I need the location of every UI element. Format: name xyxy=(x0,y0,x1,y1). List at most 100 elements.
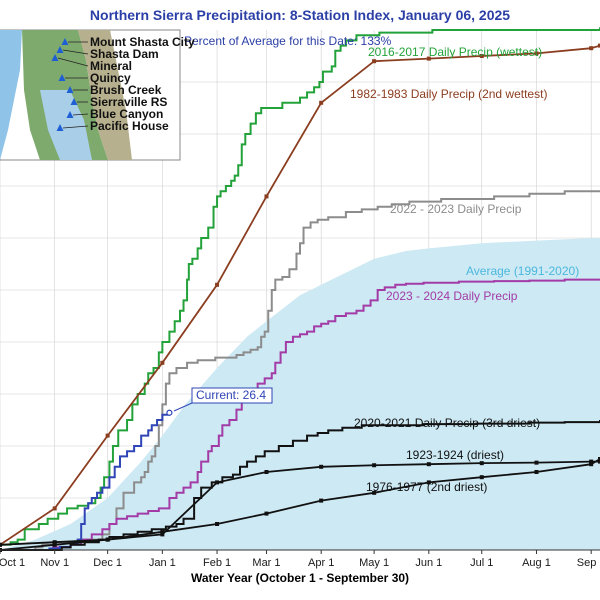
x-tick-label: Mar 1 xyxy=(252,557,280,569)
station-marker xyxy=(61,38,69,45)
series-average-area xyxy=(0,238,600,550)
chart-title-group: Northern Sierra Precipitation: 8-Station… xyxy=(90,7,510,23)
x-axis-label: Water Year (October 1 - September 30) xyxy=(191,571,409,585)
series-second_wettest-marker xyxy=(319,100,324,105)
station-marker xyxy=(58,74,66,81)
series-layer xyxy=(0,27,600,552)
series-second_driest-marker xyxy=(426,480,431,485)
label-wettest: 2016-2017 Daily Precip (wettest) xyxy=(368,45,542,59)
x-tick-label: Jun 1 xyxy=(415,557,442,569)
current-annotation: Current: 26.4 xyxy=(173,387,273,412)
series-second_wettest-marker xyxy=(589,46,594,51)
label-driest: 1923-1924 (driest) xyxy=(406,448,504,462)
x-tick-label: Jul 1 xyxy=(470,557,493,569)
series-labels: 2016-2017 Daily Precip (wettest) 1982-19… xyxy=(184,34,579,494)
chart-title: Northern Sierra Precipitation: 8-Station… xyxy=(90,7,510,23)
series-second_wettest-marker xyxy=(52,506,57,511)
series-second_wettest-marker xyxy=(534,51,539,56)
x-tick-label: May 1 xyxy=(359,557,389,569)
series-driest-marker xyxy=(215,480,220,485)
x-tick-label: Aug 1 xyxy=(522,557,551,569)
series-third_driest-line xyxy=(0,420,600,551)
series-second_driest-marker xyxy=(160,529,165,534)
series-second_driest-marker xyxy=(589,462,594,467)
percent-of-average-label: Percent of Average for this Date: 133% xyxy=(184,34,392,48)
station-marker xyxy=(56,124,64,131)
plot-area xyxy=(0,27,600,552)
series-driest-marker xyxy=(52,540,57,545)
series-second_wettest-marker xyxy=(372,59,377,64)
series-wettest-line xyxy=(0,27,600,546)
current-annotation-box xyxy=(191,387,273,404)
series-second_driest-marker xyxy=(479,475,484,480)
series-second_driest-marker xyxy=(52,542,57,547)
label-second-driest: 1976-1977 (2nd driest) xyxy=(366,480,487,494)
station-label: Quincy xyxy=(90,71,131,85)
series-driest-marker xyxy=(534,460,539,465)
x-tick-label: Feb 1 xyxy=(203,557,231,569)
series-driest-marker xyxy=(0,542,2,547)
map-mountains xyxy=(78,30,132,160)
label-2022-2023: 2022 - 2023 Daily Precip xyxy=(390,202,522,216)
station-label: Sierraville RS xyxy=(90,95,167,109)
station-label: Shasta Dam xyxy=(90,47,159,61)
station-leader xyxy=(62,49,89,55)
series-driest-marker xyxy=(160,532,165,537)
station-label: Brush Creek xyxy=(90,83,162,97)
series-second_driest-marker xyxy=(372,490,377,495)
station-leader xyxy=(72,113,89,116)
series-driest-marker xyxy=(264,470,269,474)
series-driest-marker xyxy=(426,462,431,467)
series-second_driest-marker xyxy=(215,522,220,526)
series-second_driest-marker xyxy=(105,537,110,542)
x-tick-label: Sep 1 xyxy=(577,557,600,569)
series-second_driest-marker xyxy=(598,457,600,461)
station-marker xyxy=(51,54,59,61)
label-average: Average (1991-2020) xyxy=(466,264,579,278)
series-second_driest-marker xyxy=(534,470,539,474)
series-second_wettest-marker xyxy=(598,43,600,48)
series-second_driest-marker xyxy=(264,511,269,516)
station-leader xyxy=(57,57,89,67)
station-label: Pacific House xyxy=(90,119,169,133)
x-tick-label: Oct 1 xyxy=(0,557,25,569)
station-label: Mineral xyxy=(90,59,132,73)
station-label: Blue Canyon xyxy=(90,107,163,121)
station-marker xyxy=(66,111,74,118)
series-driest-marker xyxy=(319,464,324,469)
series-driest-marker xyxy=(372,463,377,468)
label-2023-2024: 2023 - 2024 Daily Precip xyxy=(386,289,518,303)
x-tick-label: Dec 1 xyxy=(93,557,122,569)
series-driest-marker xyxy=(589,459,594,464)
station-marker xyxy=(70,98,78,105)
map-central-valley xyxy=(40,90,92,160)
series-second_wettest-marker xyxy=(479,54,484,58)
series-driest-marker xyxy=(598,459,600,464)
series-second_wettest-marker xyxy=(160,360,165,365)
label-second-wettest: 1982-1983 Daily Precip (2nd wettest) xyxy=(350,87,547,101)
station-marker xyxy=(56,46,64,53)
current-annotation-leader xyxy=(173,402,193,412)
series-second_wettest-marker xyxy=(426,56,431,61)
series-y2022-line xyxy=(0,190,600,551)
station-marker xyxy=(66,86,74,93)
x-axis: Oct 1 Nov 1 Dec 1 Jan 1 Feb 1 Mar 1 Apr 1 May 1… xyxy=(0,549,600,569)
x-tick-label: Nov 1 xyxy=(40,557,69,569)
series-second_wettest-marker xyxy=(105,433,110,438)
current-point xyxy=(166,409,173,416)
series-second_wettest-marker xyxy=(264,194,269,199)
x-tick-label: Apr 1 xyxy=(308,557,334,569)
map-ocean xyxy=(0,30,22,160)
station-label: Mount Shasta City xyxy=(90,35,195,49)
series-second_wettest-marker xyxy=(215,282,220,287)
station-leader xyxy=(62,125,89,129)
current-annotation-text: Current: 26.4 xyxy=(196,388,266,402)
series-driest-marker xyxy=(479,461,484,466)
series-second_driest-marker xyxy=(319,498,324,503)
x-tick-label: Jan 1 xyxy=(149,557,176,569)
label-third-driest: 2020-2021 Daily Precip (3rd driest) xyxy=(354,416,540,430)
station-markers xyxy=(51,38,78,131)
